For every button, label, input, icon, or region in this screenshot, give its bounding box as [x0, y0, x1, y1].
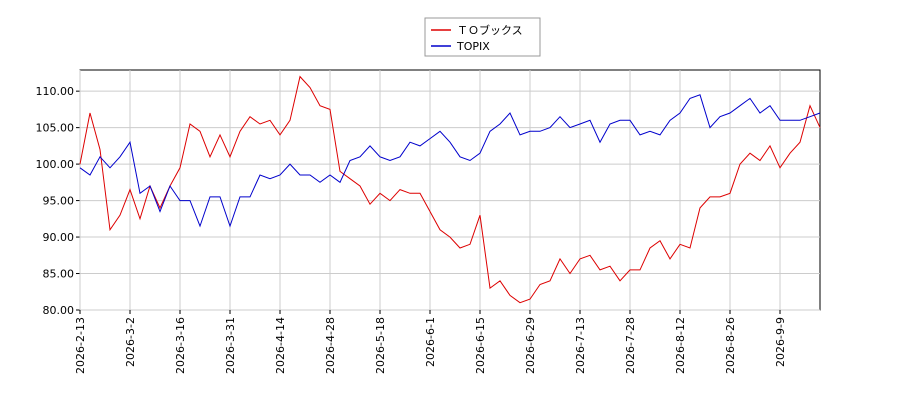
legend-label: ＴＯブックス — [457, 23, 523, 37]
legend-box — [424, 17, 541, 57]
x-tick-label: 2026-4-28 — [324, 317, 337, 374]
x-tick-label: 2026-7-13 — [574, 317, 587, 374]
x-tick-label: 2026-3-16 — [174, 317, 187, 374]
x-tick-label: 2026-2-13 — [74, 317, 87, 374]
x-tick-label: 2026-7-28 — [624, 317, 637, 374]
x-tick-label: 2026-8-12 — [674, 317, 687, 374]
y-tick-label: 85.00 — [43, 268, 75, 281]
x-tick-label: 2026-5-18 — [374, 317, 387, 374]
x-tick-label: 2026-6-29 — [524, 317, 537, 374]
x-tick-label: 2026-9-9 — [774, 317, 787, 367]
legend-label: TOPIX — [456, 40, 490, 53]
y-tick-label: 95.00 — [43, 195, 75, 208]
y-tick-label: 105.00 — [36, 122, 75, 135]
legend — [424, 17, 541, 57]
y-tick-label: 110.00 — [36, 85, 75, 98]
x-tick-label: 2026-3-31 — [224, 317, 237, 374]
x-tick-label: 2026-3-2 — [124, 317, 137, 367]
series-line — [79, 75, 821, 304]
x-tick-label: 2026-6-1 — [424, 317, 437, 367]
x-tick-label: 2026-6-15 — [474, 317, 487, 374]
y-tick-label: 90.00 — [43, 231, 75, 244]
y-tick-label: 100.00 — [36, 158, 75, 171]
y-tick-label: 80.00 — [43, 304, 75, 317]
x-tick-label: 2026-4-14 — [274, 317, 287, 374]
series-line — [79, 94, 821, 228]
x-tick-label: 2026-8-26 — [724, 317, 737, 374]
